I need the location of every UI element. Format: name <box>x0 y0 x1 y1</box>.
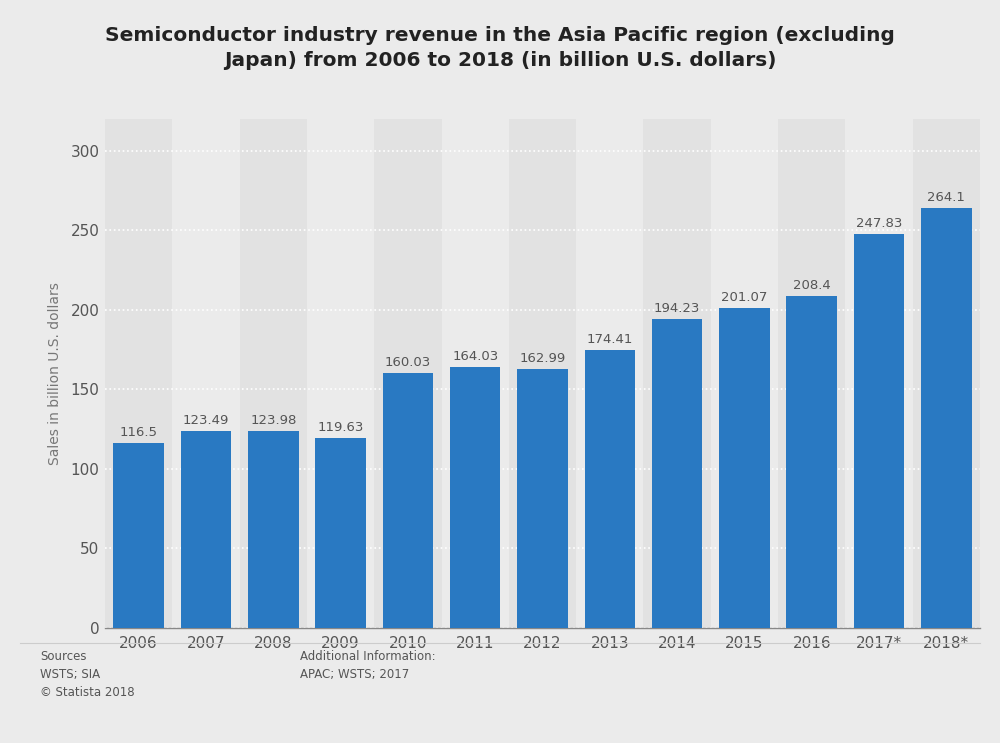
Text: 119.63: 119.63 <box>317 421 364 434</box>
Bar <box>786 296 837 628</box>
Text: 194.23: 194.23 <box>654 302 700 315</box>
Bar <box>113 443 164 628</box>
Text: 174.41: 174.41 <box>587 334 633 346</box>
Bar <box>845 119 913 628</box>
Text: 264.1: 264.1 <box>927 191 965 204</box>
Text: 164.03: 164.03 <box>452 350 498 363</box>
Bar <box>652 319 702 628</box>
Bar <box>643 119 711 628</box>
Text: 123.98: 123.98 <box>250 414 296 426</box>
Bar <box>383 373 433 628</box>
Bar <box>854 233 904 628</box>
Bar <box>719 308 770 628</box>
Bar <box>307 119 374 628</box>
Text: 123.49: 123.49 <box>183 415 229 427</box>
Text: Semiconductor industry revenue in the Asia Pacific region (excluding
Japan) from: Semiconductor industry revenue in the As… <box>105 26 895 70</box>
Y-axis label: Sales in billion U.S. dollars: Sales in billion U.S. dollars <box>48 282 62 465</box>
Text: 247.83: 247.83 <box>856 217 902 230</box>
Bar <box>509 119 576 628</box>
Bar <box>921 208 972 628</box>
Bar <box>711 119 778 628</box>
Bar <box>105 119 172 628</box>
Bar <box>442 119 509 628</box>
Text: 208.4: 208.4 <box>793 279 831 293</box>
Bar <box>240 119 307 628</box>
Text: 116.5: 116.5 <box>120 426 158 438</box>
Bar <box>450 367 500 628</box>
Text: Sources
WSTS; SIA
© Statista 2018: Sources WSTS; SIA © Statista 2018 <box>40 650 135 699</box>
Bar <box>181 432 231 628</box>
Text: 160.03: 160.03 <box>385 357 431 369</box>
Bar <box>778 119 845 628</box>
Bar <box>315 438 366 628</box>
Bar <box>172 119 240 628</box>
Bar <box>517 369 568 628</box>
Text: Additional Information:
APAC; WSTS; 2017: Additional Information: APAC; WSTS; 2017 <box>300 650 436 681</box>
Bar <box>576 119 643 628</box>
Text: 201.07: 201.07 <box>721 291 768 304</box>
Bar <box>248 431 299 628</box>
Bar <box>585 351 635 628</box>
Bar <box>374 119 442 628</box>
Bar <box>913 119 980 628</box>
Text: 162.99: 162.99 <box>519 351 566 365</box>
